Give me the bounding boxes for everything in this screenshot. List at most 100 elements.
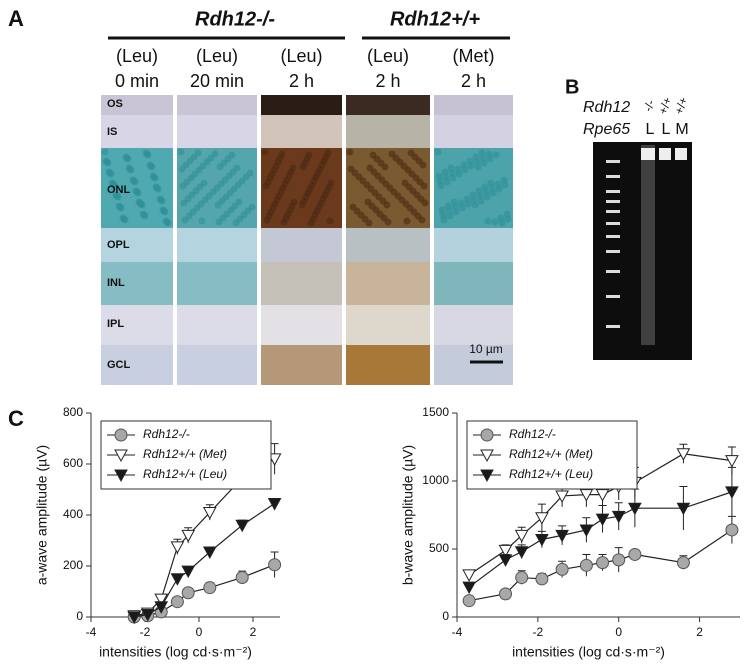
layer-label: OPL [107,239,130,251]
nucleus [122,153,130,161]
nucleus [347,165,355,173]
marker [628,502,642,516]
tissue-layer [101,95,173,115]
nucleus [503,210,511,218]
layer-label: OS [107,98,123,110]
tissue-layer [261,115,342,148]
y-tick-label: 200 [63,558,83,572]
nucleus [401,179,409,187]
nucleus [469,191,477,199]
y-tick-label: 1000 [422,473,449,487]
nucleus [278,150,286,158]
nucleus [369,151,377,159]
column-time: 2 h [461,71,486,91]
series [127,498,282,625]
marker [628,547,642,561]
nucleus [101,148,109,156]
nucleus [403,217,411,225]
x-axis-label: intensities (log cd·s·m⁻²) [512,644,665,660]
layer-label: IPL [107,318,124,330]
nucleus [460,161,468,169]
panel-label: A [8,6,24,31]
tissue-layer [177,115,257,148]
legend: Rdh12-/- Rdh12+/+ (Met) Rdh12+/+ (Leu) [466,420,638,490]
series [462,466,739,595]
nucleus [132,187,140,195]
layer-label: ONL [107,184,131,196]
x-tick-label: -2 [533,625,544,639]
marker [535,572,549,586]
band [641,148,655,160]
y-tick-label: 400 [63,507,83,521]
tissue-layer [261,345,342,385]
nucleus [441,168,449,176]
micrographs [101,95,513,385]
column-diet: (Met) [453,46,495,66]
tissue-layer [346,115,430,148]
y-axis-label: a-wave amplitude (µV) [34,445,50,585]
marker [154,601,169,614]
nucleus [327,179,335,187]
x-tick-label: 2 [250,625,257,639]
marker [676,448,691,461]
marker [514,529,529,543]
ladder-band [606,235,620,238]
marker [170,595,184,609]
nucleus [194,149,202,157]
nucleus [305,151,313,159]
marker [480,449,494,463]
nucleus [156,195,164,203]
genotype: +/+ [656,95,675,116]
nucleus [129,176,137,184]
nucleus [233,164,241,172]
column-time: 2 h [289,71,314,91]
tissue-layer [101,262,173,305]
tissue-layer [434,305,513,345]
nucleus [444,202,452,210]
x-tick-label: 0 [196,625,203,639]
tissue-layer [434,95,513,115]
nucleus [435,172,443,180]
y-axis-label: b-wave amplitude (µV) [400,445,416,585]
marker [499,587,513,601]
tissue-layer [177,228,257,262]
column-time: 20 min [190,71,244,91]
nucleus [494,180,502,188]
diet: L [662,121,671,138]
tissue-layer [101,305,173,345]
marker [725,486,739,499]
marker [515,571,529,585]
layer-label: IS [107,126,117,138]
nucleus [484,217,492,225]
nucleus [152,183,160,191]
marker [202,546,217,560]
marker [114,428,128,442]
marker [114,449,128,463]
marker [595,513,610,527]
nucleus [491,218,499,226]
legend-label: Rdh12+/+ (Leu) [143,467,227,481]
y-tick-label: 1500 [422,405,449,419]
nucleus [248,203,256,211]
marker [611,510,626,524]
nucleus [246,169,254,177]
nucleus [447,164,455,172]
marker [202,506,217,520]
ladder-band [606,250,620,253]
tissue-layer [101,115,173,148]
marker [612,553,626,567]
ladder-band [606,200,620,203]
nucleus [454,165,462,173]
nucleus [492,151,500,159]
tissue-layer [434,115,513,148]
nucleus [472,153,480,161]
marker [114,469,128,483]
y-tick-label: 500 [429,541,449,555]
nucleus [177,148,185,156]
tissue-layer [177,345,257,385]
marker [498,544,513,558]
y-tick-label: 0 [76,609,83,623]
y-tick-label: 600 [63,456,83,470]
marker [140,608,155,622]
